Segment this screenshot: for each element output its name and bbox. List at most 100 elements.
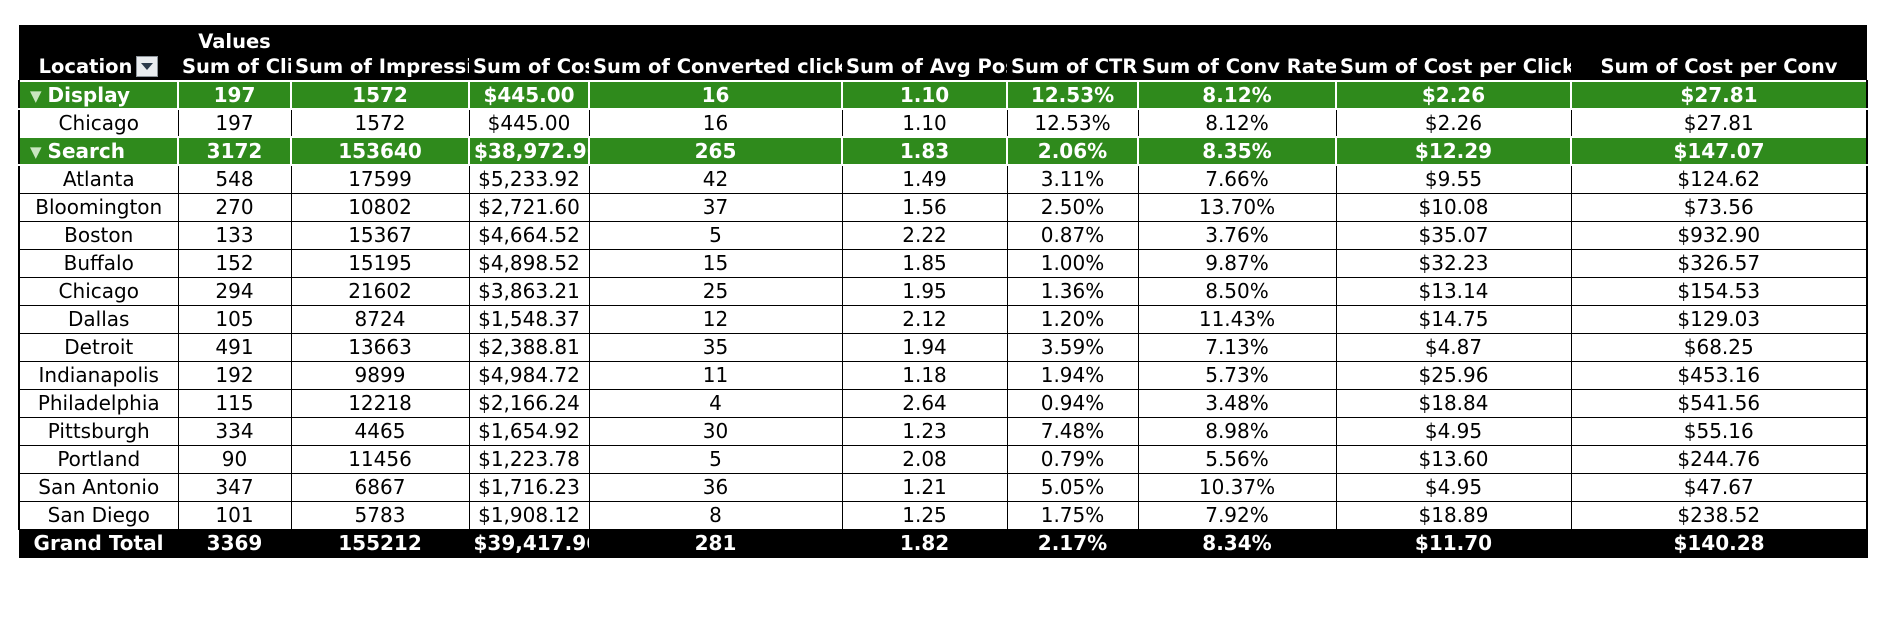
- value-cell: $1,223.78: [468, 444, 590, 474]
- value-cell: 334: [177, 416, 292, 446]
- group-label-cell[interactable]: ▼ Display: [18, 80, 179, 110]
- value-cell: 548: [177, 164, 292, 194]
- location-cell: Detroit: [18, 332, 179, 362]
- group-subtotal-cell: 1.83: [841, 136, 1008, 166]
- value-cell: $4.95: [1335, 416, 1572, 446]
- value-cell: 1.20%: [1006, 304, 1139, 334]
- value-cell: 12: [588, 304, 843, 334]
- pivot-table: Values Location Sum of Clicks Sum of Imp…: [18, 25, 1868, 558]
- values-label: Values: [178, 25, 291, 53]
- value-cell: $129.03: [1570, 304, 1868, 334]
- value-cell: $453.16: [1570, 360, 1868, 390]
- group-subtotal-cell: 2.06%: [1006, 136, 1139, 166]
- pivot-body: ▼ Display 197 1572 $445.00 16 1.10 12.53% 8.12% $…: [18, 80, 1868, 530]
- grand-total-cell: 281: [588, 528, 843, 558]
- grand-total-label: Grand Total: [18, 528, 179, 558]
- column-header: Sum of Avg Pos: [842, 53, 1007, 81]
- chevron-down-icon[interactable]: [136, 56, 159, 77]
- value-cell: $2,166.24: [468, 388, 590, 418]
- value-cell: 8: [588, 500, 843, 530]
- value-cell: 1.75%: [1006, 500, 1139, 530]
- group-row-display: ▼ Display 197 1572 $445.00 16 1.10 12.53% 8.12% $…: [18, 80, 1868, 110]
- value-cell: 12218: [290, 388, 470, 418]
- group-subtotal-cell: $2.26: [1335, 80, 1572, 110]
- value-cell: 2.12: [841, 304, 1008, 334]
- value-cell: $1,654.92: [468, 416, 590, 446]
- value-cell: 16: [588, 108, 843, 138]
- value-cell: 25: [588, 276, 843, 306]
- group-subtotal-cell: $12.29: [1335, 136, 1572, 166]
- column-header: Sum of Impressions: [291, 53, 469, 81]
- value-cell: 0.94%: [1006, 388, 1139, 418]
- value-cell: $13.60: [1335, 444, 1572, 474]
- location-label: Location: [38, 55, 133, 78]
- value-cell: $25.96: [1335, 360, 1572, 390]
- table-row: Philadelphia 115 12218 $2,166.24 4 2.64 0.94% 3…: [18, 388, 1868, 418]
- location-header: Location: [19, 53, 178, 81]
- value-cell: 192: [177, 360, 292, 390]
- value-cell: $4.87: [1335, 332, 1572, 362]
- group-subtotal-cell: 16: [588, 80, 843, 110]
- table-row: San Diego 101 5783 $1,908.12 8 1.25 1.75% 7.92%…: [18, 500, 1868, 530]
- value-cell: $3,863.21: [468, 276, 590, 306]
- value-cell: $1,716.23: [468, 472, 590, 502]
- value-cell: 30: [588, 416, 843, 446]
- value-cell: 5: [588, 444, 843, 474]
- group-label: Display: [47, 83, 130, 107]
- value-cell: $18.89: [1335, 500, 1572, 530]
- value-cell: 1.94: [841, 332, 1008, 362]
- value-cell: 3.11%: [1006, 164, 1139, 194]
- table-row: Pittsburgh 334 4465 $1,654.92 30 1.23 7.48% 8.9…: [18, 416, 1868, 446]
- column-header: Sum of Cost per Click: [1336, 53, 1571, 81]
- table-row: Detroit 491 13663 $2,388.81 35 1.94 3.59% 7.13%…: [18, 332, 1868, 362]
- group-subtotal-cell: $27.81: [1570, 80, 1868, 110]
- value-cell: 105: [177, 304, 292, 334]
- value-cell: 1.36%: [1006, 276, 1139, 306]
- table-row: Chicago 197 1572 $445.00 16 1.10 12.53% 8.12% $2…: [18, 108, 1868, 138]
- value-cell: 8.12%: [1137, 108, 1337, 138]
- group-subtotal-cell: 12.53%: [1006, 80, 1139, 110]
- location-cell: San Diego: [18, 500, 179, 530]
- value-cell: 4465: [290, 416, 470, 446]
- group-subtotal-cell: $38,972.96: [468, 136, 590, 166]
- value-cell: 1.25: [841, 500, 1008, 530]
- grand-total-cell: $11.70: [1335, 528, 1572, 558]
- value-cell: $35.07: [1335, 220, 1572, 250]
- value-cell: $47.67: [1570, 472, 1868, 502]
- value-cell: 10.37%: [1137, 472, 1337, 502]
- value-cell: 294: [177, 276, 292, 306]
- value-cell: 90: [177, 444, 292, 474]
- value-cell: 9.87%: [1137, 248, 1337, 278]
- location-cell: San Antonio: [18, 472, 179, 502]
- value-cell: 1.18: [841, 360, 1008, 390]
- value-cell: 7.66%: [1137, 164, 1337, 194]
- group-subtotal-cell: 3172: [177, 136, 292, 166]
- value-cell: $73.56: [1570, 192, 1868, 222]
- triangle-down-icon[interactable]: ▼: [30, 143, 42, 161]
- group-label-cell[interactable]: ▼ Search: [18, 136, 179, 166]
- value-cell: $154.53: [1570, 276, 1868, 306]
- value-cell: $4,984.72: [468, 360, 590, 390]
- triangle-down-icon[interactable]: ▼: [30, 87, 42, 105]
- value-cell: $445.00: [468, 108, 590, 138]
- value-cell: 10802: [290, 192, 470, 222]
- value-cell: $2,721.60: [468, 192, 590, 222]
- group-subtotal-cell: $445.00: [468, 80, 590, 110]
- grand-total-cell: 3369: [177, 528, 292, 558]
- value-cell: 0.87%: [1006, 220, 1139, 250]
- grand-total-cell: 1.82: [841, 528, 1008, 558]
- value-cell: 7.48%: [1006, 416, 1139, 446]
- value-cell: $1,548.37: [468, 304, 590, 334]
- location-cell: Dallas: [18, 304, 179, 334]
- value-cell: 11: [588, 360, 843, 390]
- value-cell: 5.56%: [1137, 444, 1337, 474]
- table-row: Buffalo 152 15195 $4,898.52 15 1.85 1.00% 9.87%…: [18, 248, 1868, 278]
- value-cell: 197: [177, 108, 292, 138]
- group-subtotal-cell: $147.07: [1570, 136, 1868, 166]
- value-cell: 6867: [290, 472, 470, 502]
- value-cell: 5.73%: [1137, 360, 1337, 390]
- value-cell: 5783: [290, 500, 470, 530]
- column-header: Sum of Cost: [469, 53, 589, 81]
- value-cell: $18.84: [1335, 388, 1572, 418]
- value-cell: 15: [588, 248, 843, 278]
